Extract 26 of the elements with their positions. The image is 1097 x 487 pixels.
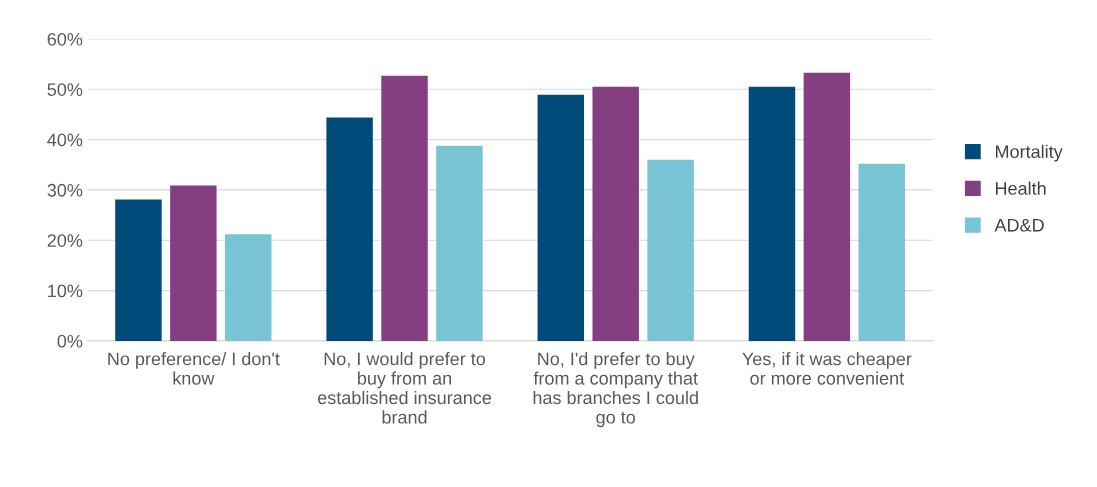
x-tick-label: No preference/ I don't know bbox=[108, 352, 280, 385]
y-tick-label: 10% bbox=[48, 284, 83, 298]
x-tick-label: No, I'd prefer to buy from a company that has branches I could go to bbox=[533, 352, 698, 428]
legend-label: AD&D bbox=[994, 218, 1044, 232]
y-tick-label: 0% bbox=[57, 334, 83, 348]
bar bbox=[803, 72, 851, 341]
bar bbox=[592, 86, 639, 341]
y-tick-label: 50% bbox=[47, 83, 83, 96]
legend-label: Mortality bbox=[995, 144, 1063, 162]
x-tick-label: Yes, if it was cheaper or more convenient bbox=[742, 352, 912, 385]
bar bbox=[170, 185, 217, 341]
x-tick-label: No, I would prefer to buy from an established insurance brand bbox=[317, 352, 492, 424]
y-tick-label: 20% bbox=[47, 234, 83, 247]
bar bbox=[326, 117, 373, 341]
y-tick-label: 30% bbox=[47, 183, 83, 197]
y-tick-label: 60% bbox=[47, 32, 83, 46]
y-tick-label: 40% bbox=[47, 133, 83, 147]
bar bbox=[748, 86, 796, 341]
bar bbox=[537, 94, 585, 341]
bar bbox=[115, 199, 162, 341]
bar bbox=[225, 234, 272, 341]
bar bbox=[436, 145, 483, 341]
bar bbox=[647, 159, 694, 341]
legend-label: Health bbox=[995, 181, 1046, 195]
bar bbox=[381, 75, 428, 341]
bar bbox=[858, 163, 905, 341]
